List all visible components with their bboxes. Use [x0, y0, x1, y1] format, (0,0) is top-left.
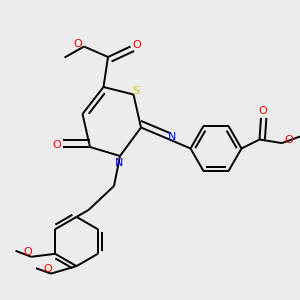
- Text: O: O: [24, 247, 33, 257]
- Text: O: O: [73, 39, 82, 49]
- Text: N: N: [115, 158, 123, 168]
- Text: N: N: [168, 131, 177, 142]
- Text: O: O: [52, 140, 61, 151]
- Text: S: S: [132, 86, 140, 97]
- Text: O: O: [284, 135, 293, 145]
- Text: O: O: [133, 40, 142, 50]
- Text: O: O: [44, 264, 52, 274]
- Text: O: O: [258, 106, 267, 116]
